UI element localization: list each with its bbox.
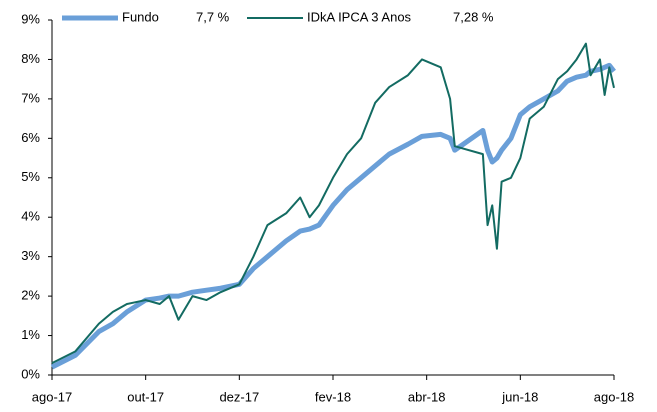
y-tick-label: 3% <box>21 248 40 263</box>
x-tick-label: fev-18 <box>315 389 351 404</box>
y-tick-label: 0% <box>21 366 40 381</box>
legend-label: IDkA IPCA 3 Anos <box>307 9 412 24</box>
y-tick-label: 8% <box>21 51 40 66</box>
y-tick-label: 9% <box>21 11 40 26</box>
legend-value: 7,28 % <box>453 9 494 24</box>
x-tick-label: abr-18 <box>408 389 446 404</box>
y-tick-label: 2% <box>21 288 40 303</box>
y-tick-label: 5% <box>21 169 40 184</box>
series-line <box>52 65 614 367</box>
x-tick-label: out-17 <box>127 389 164 404</box>
y-tick-label: 4% <box>21 209 40 224</box>
x-tick-label: ago-17 <box>32 389 72 404</box>
chart: 0% 1% 2% 3% 4% 5% 6% 7% 8% 9% ago-17 out-17 dez-17 fe… <box>0 0 657 412</box>
x-tick-label: dez-17 <box>219 389 259 404</box>
x-tick-label: ago-18 <box>594 389 634 404</box>
x-tick-label: jun-18 <box>501 389 538 404</box>
y-tick-label: 7% <box>21 90 40 105</box>
y-tick-label: 6% <box>21 130 40 145</box>
y-tick-label: 1% <box>21 327 40 342</box>
legend-label: Fundo <box>122 9 159 24</box>
legend-value: 7,7 % <box>196 9 230 24</box>
